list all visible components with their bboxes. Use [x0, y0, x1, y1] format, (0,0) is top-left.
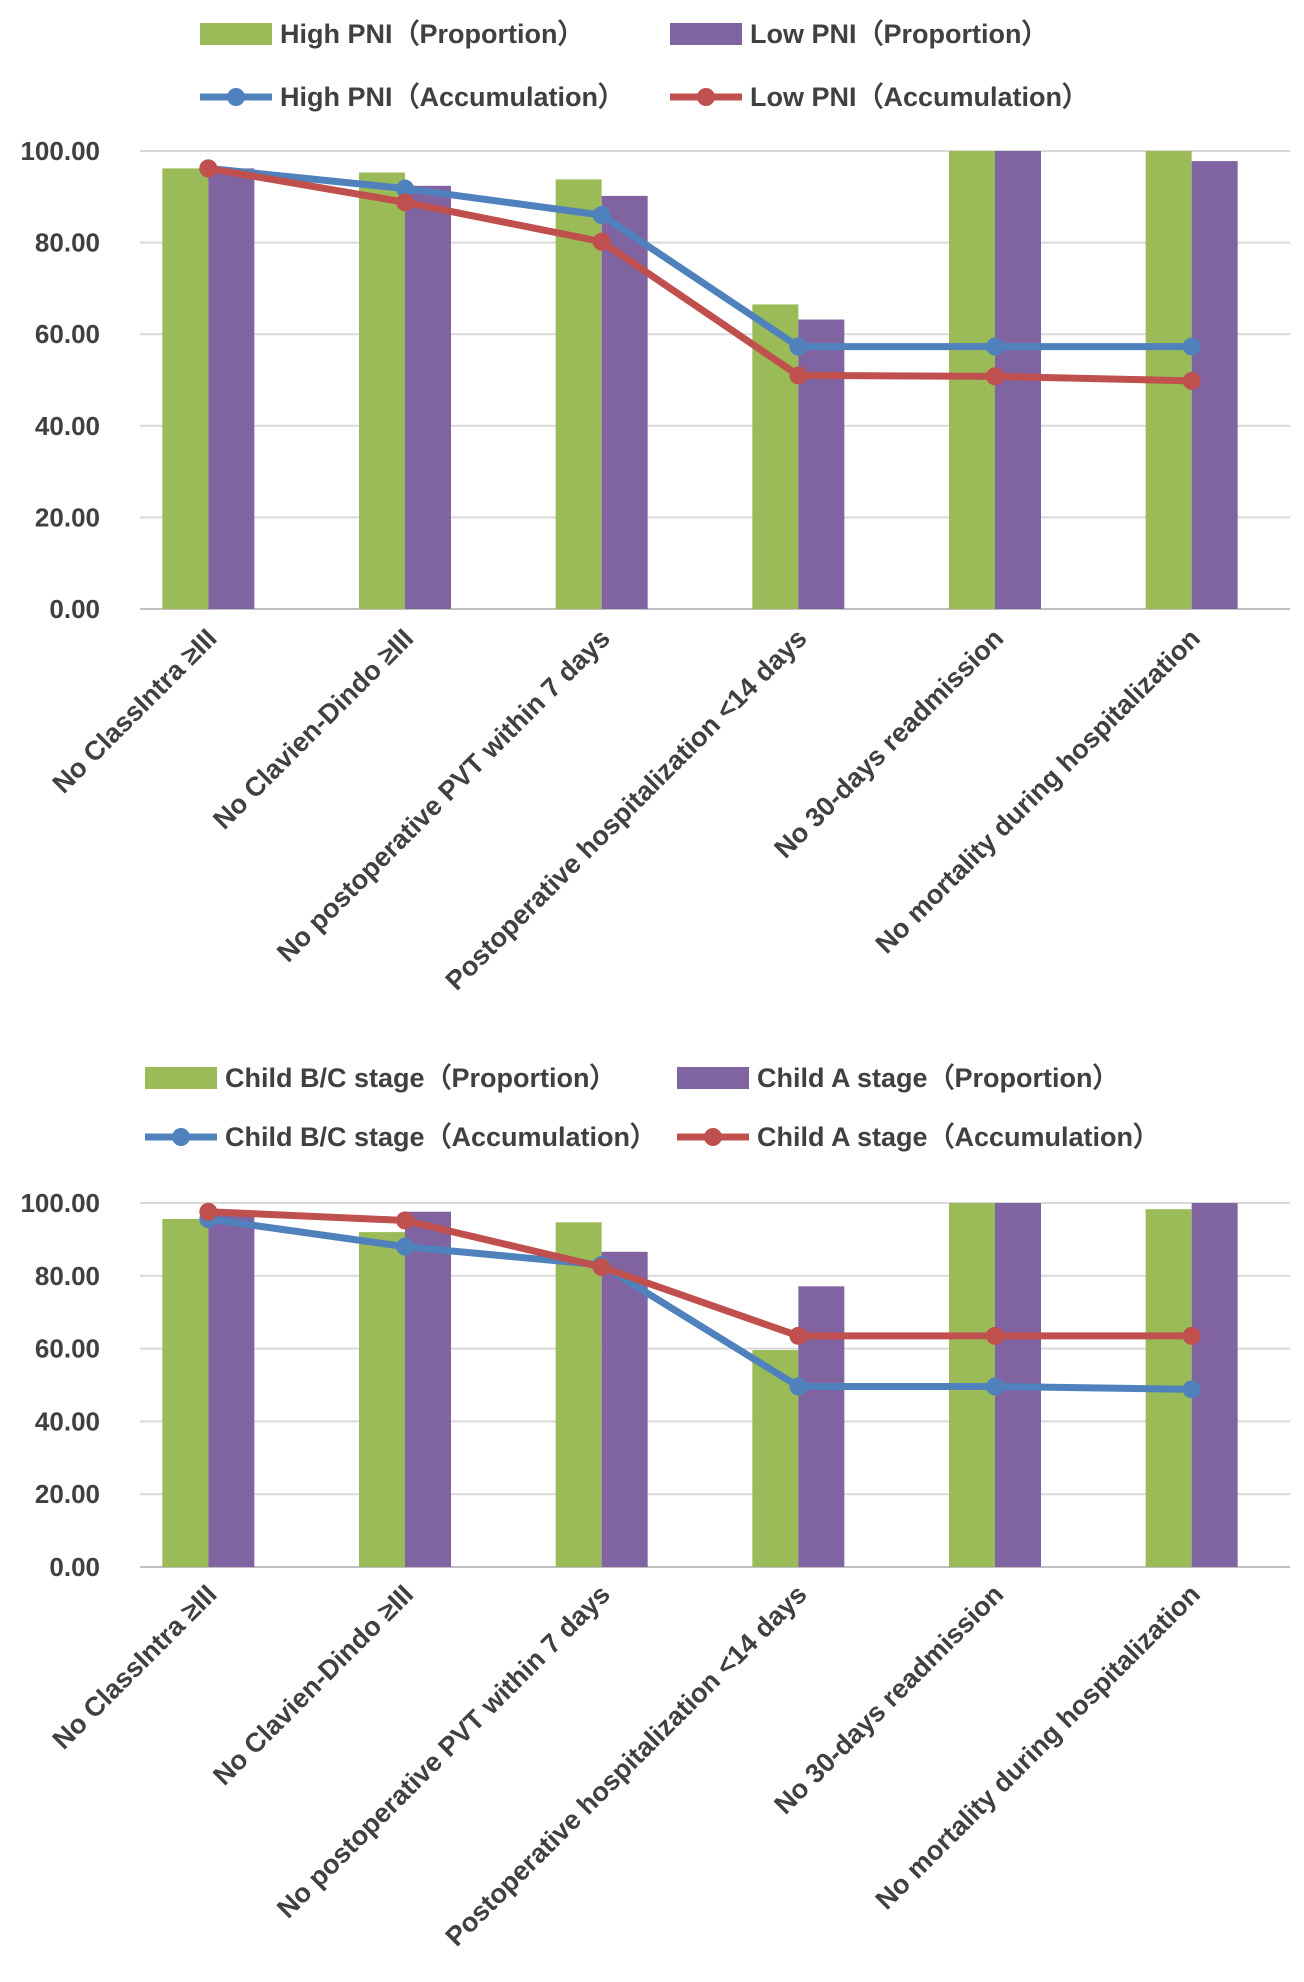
- legend-item-child-b-c-stage-accumulation: Child B/C stage（Accumulation）: [145, 1122, 657, 1152]
- bar-child-b-c-stage-proportion-2: [555, 1222, 602, 1567]
- bar-high-pni-proportion-2: [555, 179, 602, 609]
- legend-item-child-b-c-stage-proportion: Child B/C stage（Proportion）: [145, 1063, 617, 1093]
- y-tick-label: 80.00: [35, 228, 100, 258]
- point-child-a-stage-accumulation-2: [592, 1258, 611, 1277]
- bar-high-pni-proportion-0: [162, 168, 209, 610]
- legend-item-high-pni-accumulation: High PNI（Accumulation）: [200, 82, 625, 112]
- legend-label: Child B/C stage（Accumulation）: [225, 1122, 657, 1152]
- chart-child-stage: 0.00 20.00 40.00 60.00 80.00 100.00 Child B/C …: [20, 1063, 1290, 1952]
- legend-item-high-pni-proportion: High PNI（Proportion）: [200, 19, 584, 49]
- point-low-pni-accumulation-5: [1182, 371, 1201, 390]
- line-child-b-c-stage-accumulation: [204, 1215, 1196, 1393]
- y-tick-label: 0.00: [49, 1552, 100, 1582]
- bar-child-a-stage-proportion-0: [208, 1211, 255, 1567]
- legend-marker: [697, 88, 715, 106]
- point-low-pni-accumulation-4: [986, 367, 1004, 386]
- y-tick-label: 20.00: [35, 1479, 100, 1509]
- y-tick-label: 20.00: [35, 502, 100, 532]
- y-tick-label: 40.00: [35, 1406, 100, 1436]
- legend-item-child-a-stage-proportion: Child A stage（Proportion）: [677, 1063, 1120, 1093]
- y-tick-label: 60.00: [35, 319, 100, 349]
- x-category-label: No postoperative PVT within 7 days: [271, 1579, 616, 1924]
- y-tick-label: 100.00: [20, 136, 100, 166]
- point-low-pni-accumulation-2: [592, 232, 611, 251]
- legend-label: Low PNI（Accumulation）: [750, 82, 1089, 112]
- line-child-a-stage-accumulation: [204, 1208, 1196, 1340]
- y-tick-label: 100.00: [20, 1188, 100, 1218]
- legend-item-low-pni-proportion: Low PNI（Proportion）: [670, 19, 1048, 49]
- point-low-pni-accumulation-3: [789, 366, 808, 385]
- y-tick-label: 0.00: [49, 594, 100, 624]
- x-category-label: No mortality during hospitalization: [870, 1579, 1206, 1915]
- point-child-a-stage-accumulation-3: [789, 1326, 808, 1345]
- legend-label: Low PNI（Proportion）: [750, 19, 1048, 49]
- bar-high-pni-proportion-1: [359, 172, 405, 609]
- y-tick-label: 40.00: [35, 411, 100, 441]
- point-low-pni-accumulation-1: [396, 193, 414, 212]
- legend-swatch: [200, 23, 272, 45]
- legend-label: Child A stage（Proportion）: [757, 1063, 1120, 1093]
- x-category-label: No ClassIntra ≥III: [47, 623, 223, 799]
- point-child-b-c-stage-accumulation-4: [986, 1377, 1004, 1396]
- y-tick-label: 80.00: [35, 1261, 100, 1291]
- legend-label: High PNI（Proportion）: [280, 19, 584, 49]
- x-category-label: No Clavien-Dindo ≥III: [207, 623, 419, 835]
- x-category-label: No 30-days readmission: [768, 623, 1009, 864]
- point-high-pni-accumulation-5: [1182, 337, 1201, 356]
- point-high-pni-accumulation-4: [986, 337, 1004, 356]
- bar-low-pni-proportion-1: [405, 185, 451, 610]
- legend-item-child-a-stage-accumulation: Child A stage（Accumulation）: [677, 1122, 1160, 1152]
- line-high-pni-accumulation: [204, 164, 1196, 351]
- y-tick-label: 60.00: [35, 1334, 100, 1364]
- bar-child-a-stage-proportion-3: [798, 1286, 845, 1567]
- legend-swatch: [145, 1067, 217, 1089]
- legend-label: High PNI（Accumulation）: [280, 82, 625, 112]
- bar-child-b-c-stage-proportion-0: [162, 1219, 209, 1567]
- point-high-pni-accumulation-2: [592, 206, 611, 225]
- bar-low-pni-proportion-3: [798, 319, 845, 609]
- legend-swatch: [677, 1067, 749, 1089]
- point-child-b-c-stage-accumulation-5: [1182, 1380, 1201, 1399]
- x-category-label: No postoperative PVT within 7 days: [271, 623, 616, 968]
- legend-marker: [704, 1128, 722, 1146]
- x-category-label: No Clavien-Dindo ≥III: [207, 1579, 419, 1791]
- x-category-label: No 30-days readmission: [768, 1579, 1009, 1820]
- bar-high-pni-proportion-3: [752, 304, 799, 609]
- legend-marker: [172, 1128, 190, 1146]
- point-child-a-stage-accumulation-4: [986, 1326, 1004, 1345]
- x-category-label: No mortality during hospitalization: [870, 623, 1206, 959]
- line-low-pni-accumulation: [204, 164, 1196, 385]
- x-category-label: Postoperative hospitalization <14 days: [440, 623, 813, 996]
- legend-label: Child A stage（Accumulation）: [757, 1122, 1160, 1152]
- point-child-b-c-stage-accumulation-3: [789, 1377, 808, 1396]
- legend-item-low-pni-accumulation: Low PNI（Accumulation）: [670, 82, 1089, 112]
- x-category-label: Postoperative hospitalization <14 days: [440, 1579, 813, 1952]
- bar-child-b-c-stage-proportion-1: [359, 1232, 405, 1567]
- point-low-pni-accumulation-0: [199, 159, 218, 178]
- legend-marker: [227, 88, 245, 106]
- point-high-pni-accumulation-1: [396, 179, 414, 198]
- legend-label: Child B/C stage（Proportion）: [225, 1063, 617, 1093]
- bar-child-a-stage-proportion-1: [405, 1211, 451, 1567]
- x-category-label: No ClassIntra ≥III: [47, 1579, 223, 1755]
- point-child-b-c-stage-accumulation-1: [396, 1237, 414, 1256]
- point-child-a-stage-accumulation-5: [1182, 1326, 1201, 1345]
- chart-high-low-pni: 0.00 20.00 40.00 60.00 80.00 100.00 High PNI（P…: [20, 19, 1290, 996]
- bar-low-pni-proportion-0: [208, 168, 255, 610]
- point-child-a-stage-accumulation-0: [199, 1202, 218, 1221]
- legend-swatch: [670, 23, 742, 45]
- point-high-pni-accumulation-3: [789, 337, 808, 356]
- bar-child-a-stage-proportion-2: [601, 1251, 648, 1567]
- point-child-a-stage-accumulation-1: [396, 1211, 414, 1230]
